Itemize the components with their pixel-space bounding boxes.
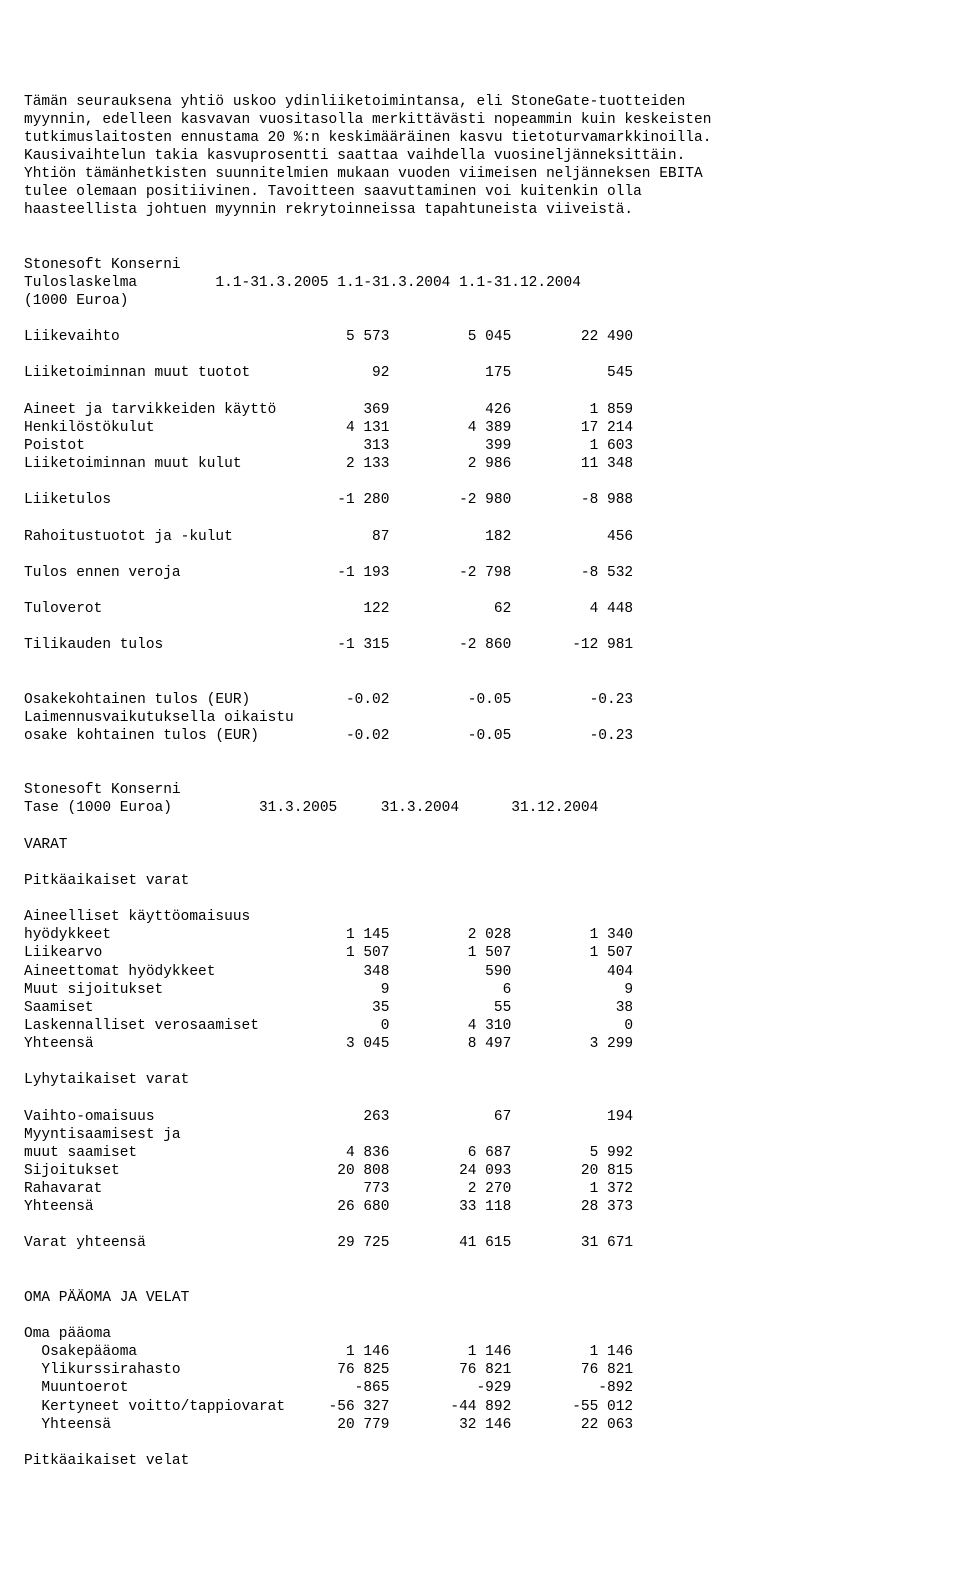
document-body: Tämän seurauksena yhtiö uskoo ydinliiket… [24, 93, 936, 1471]
